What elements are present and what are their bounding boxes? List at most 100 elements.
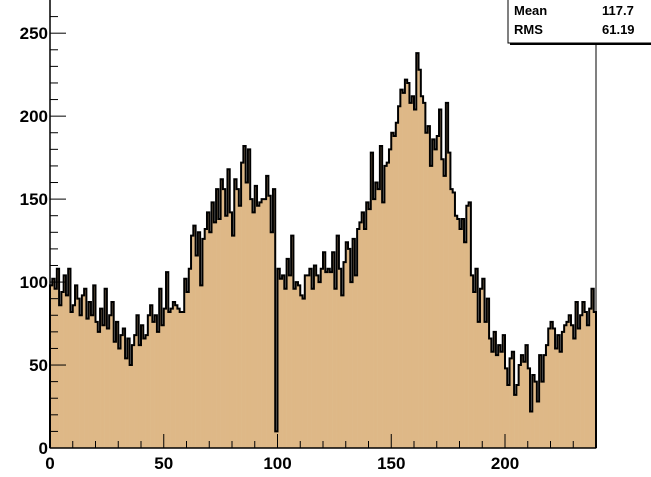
histogram-bin (323, 252, 326, 448)
histogram-bin (332, 252, 335, 448)
histogram-bin (395, 122, 399, 448)
histogram-bin (247, 149, 251, 449)
histogram-bin (505, 368, 508, 448)
histogram-bin (79, 315, 83, 448)
histogram-bin (168, 311, 171, 448)
histogram-bin (68, 268, 71, 448)
histogram-bin (586, 325, 590, 448)
histogram-bin (70, 311, 74, 448)
histogram-bin (59, 305, 62, 448)
histogram-bin (170, 308, 174, 448)
x-tick-label: 0 (45, 454, 54, 473)
histogram-bin (225, 215, 228, 448)
histogram-bin (577, 328, 581, 448)
histogram-bin (338, 268, 342, 448)
histogram-bin (516, 384, 519, 448)
histogram-outline (49, 52, 597, 448)
histogram-bin (304, 275, 308, 448)
histogram-bin (325, 272, 328, 448)
histogram-bin (111, 301, 114, 448)
histogram-bin (452, 192, 456, 448)
histogram-bin (532, 374, 535, 448)
histogram-bin (375, 182, 378, 448)
tick-labels: 0 50 100 150 200 0 50 100 150 200 250 (20, 24, 520, 473)
histogram-bin (511, 351, 515, 448)
histogram-bin (72, 305, 76, 448)
histogram-bin (436, 136, 440, 448)
histogram-bin (288, 275, 292, 448)
histogram-bin (388, 149, 392, 449)
histogram-bin (448, 152, 451, 448)
histogram-bin (418, 69, 422, 448)
histogram-bin (261, 199, 265, 448)
histogram-bin (491, 351, 494, 448)
histogram-bin (154, 315, 158, 448)
histogram-bin (391, 132, 394, 449)
histogram-bin (300, 295, 303, 448)
histogram-bin (432, 139, 435, 448)
histogram-bin (555, 348, 558, 448)
histogram-bin (175, 305, 178, 448)
histogram-bin (238, 205, 242, 448)
histogram-bin (266, 175, 269, 449)
histogram-bin (115, 321, 119, 448)
histogram-bin (548, 328, 551, 448)
histogram-bin (197, 232, 201, 448)
histogram-bin (211, 202, 215, 448)
histogram-bin (320, 268, 324, 448)
histogram-bin (236, 189, 240, 448)
histogram-bin (411, 96, 415, 449)
histogram-bin (127, 338, 130, 448)
histogram-bin (523, 361, 526, 448)
histogram-bin (498, 345, 501, 448)
histogram-bin (500, 351, 504, 448)
histogram-bin (341, 295, 344, 448)
histogram-bin (589, 308, 592, 448)
histogram-bin (316, 275, 319, 448)
histogram-bin (457, 219, 460, 448)
histogram-bin (282, 275, 285, 448)
histogram-bin (484, 321, 488, 448)
histogram-bin (263, 199, 267, 448)
histogram-bin (75, 285, 78, 448)
histogram-bin (159, 288, 162, 448)
histogram-bin (564, 325, 567, 448)
x-tick-label: 50 (154, 454, 173, 473)
histogram-bin (477, 321, 481, 448)
histogram-bin (279, 278, 283, 448)
histogram-bin (109, 315, 112, 448)
histogram-bin (156, 331, 160, 448)
histogram-bin (404, 79, 408, 449)
histogram-bin (161, 325, 165, 448)
histogram-bin (188, 268, 192, 448)
histogram-bin (377, 189, 381, 448)
axes (49, 0, 597, 449)
histogram-bin (286, 258, 290, 448)
histogram-bin (179, 311, 183, 448)
histogram-bin (429, 165, 433, 449)
histogram-bars (50, 53, 597, 449)
histogram-bin (234, 179, 237, 448)
histogram-bin (275, 431, 278, 448)
histogram-bin (570, 325, 574, 448)
histogram-bin (575, 301, 579, 448)
histogram-bin (530, 411, 533, 448)
histogram-bin (63, 275, 67, 448)
histogram-bin (379, 146, 383, 448)
histogram-bin (566, 321, 569, 448)
histogram-bin (502, 335, 506, 448)
histogram-bin (409, 102, 413, 448)
histogram-bin (147, 315, 151, 448)
histogram-bin (125, 358, 128, 448)
histogram-bin (384, 165, 387, 449)
histogram-bin (507, 384, 510, 448)
histogram-bin (450, 189, 453, 448)
histogram-bin (414, 109, 417, 448)
histogram-bin (348, 248, 351, 448)
stats-value-mean: 117.7 (602, 3, 634, 18)
histogram-bin (102, 325, 105, 448)
histogram-bin (213, 222, 217, 448)
histogram-bin (552, 328, 556, 448)
histogram-bin (400, 89, 403, 448)
histogram-bin (254, 185, 258, 448)
